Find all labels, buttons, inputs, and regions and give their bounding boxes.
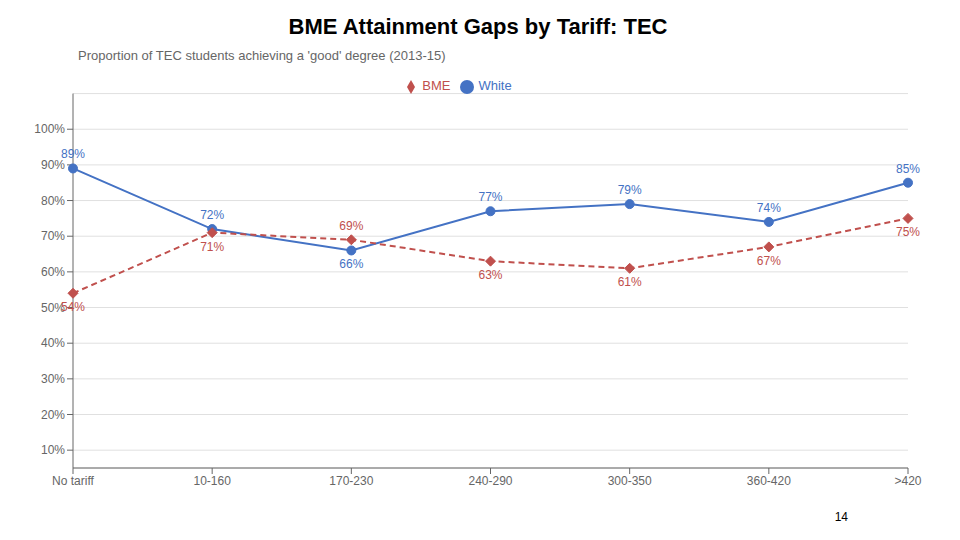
svg-text:70%: 70% [41, 229, 65, 243]
svg-text:72%: 72% [200, 208, 224, 222]
svg-text:61%: 61% [618, 275, 642, 289]
html-text:BME Attainment Gaps by Tariff:: BME Attainment Gaps by Tariff: TEC [288, 14, 668, 39]
svg-text:67%: 67% [757, 254, 781, 268]
html-text:14: 14 [834, 510, 848, 524]
svg-text:240-290: 240-290 [468, 474, 512, 488]
svg-text:10%: 10% [41, 443, 65, 457]
svg-text:>420: >420 [894, 474, 921, 488]
svg-text:66%: 66% [339, 257, 363, 271]
svg-text:85%: 85% [896, 162, 920, 176]
svg-text:20%: 20% [41, 408, 65, 422]
svg-text:63%: 63% [478, 268, 502, 282]
svg-text:77%: 77% [478, 190, 502, 204]
svg-text:170-230: 170-230 [329, 474, 373, 488]
svg-text:71%: 71% [200, 240, 224, 254]
svg-text:360-420: 360-420 [747, 474, 791, 488]
svg-text:54%: 54% [61, 300, 85, 314]
svg-text:300-350: 300-350 [608, 474, 652, 488]
svg-text:10-160: 10-160 [193, 474, 231, 488]
svg-text:50%: 50% [41, 300, 65, 315]
html-text:BME: BME [422, 78, 451, 93]
svg-text:74%: 74% [757, 201, 781, 215]
svg-text:30%: 30% [41, 372, 65, 386]
svg-text:60%: 60% [41, 265, 65, 279]
svg-text:90%: 90% [41, 158, 65, 173]
svg-text:89%: 89% [61, 147, 85, 161]
svg-text:75%: 75% [896, 225, 920, 239]
svg-text:79%: 79% [618, 183, 642, 197]
svg-text:100%: 100% [34, 122, 65, 136]
svg-text:40%: 40% [41, 336, 65, 350]
html-text:Proportion of TEC students ach: Proportion of TEC students achieving a '… [78, 48, 446, 63]
svg-text:80%: 80% [41, 194, 65, 208]
svg-text:69%: 69% [339, 219, 363, 233]
html-text:White: White [478, 78, 512, 93]
svg-text:No tariff: No tariff [52, 474, 94, 488]
